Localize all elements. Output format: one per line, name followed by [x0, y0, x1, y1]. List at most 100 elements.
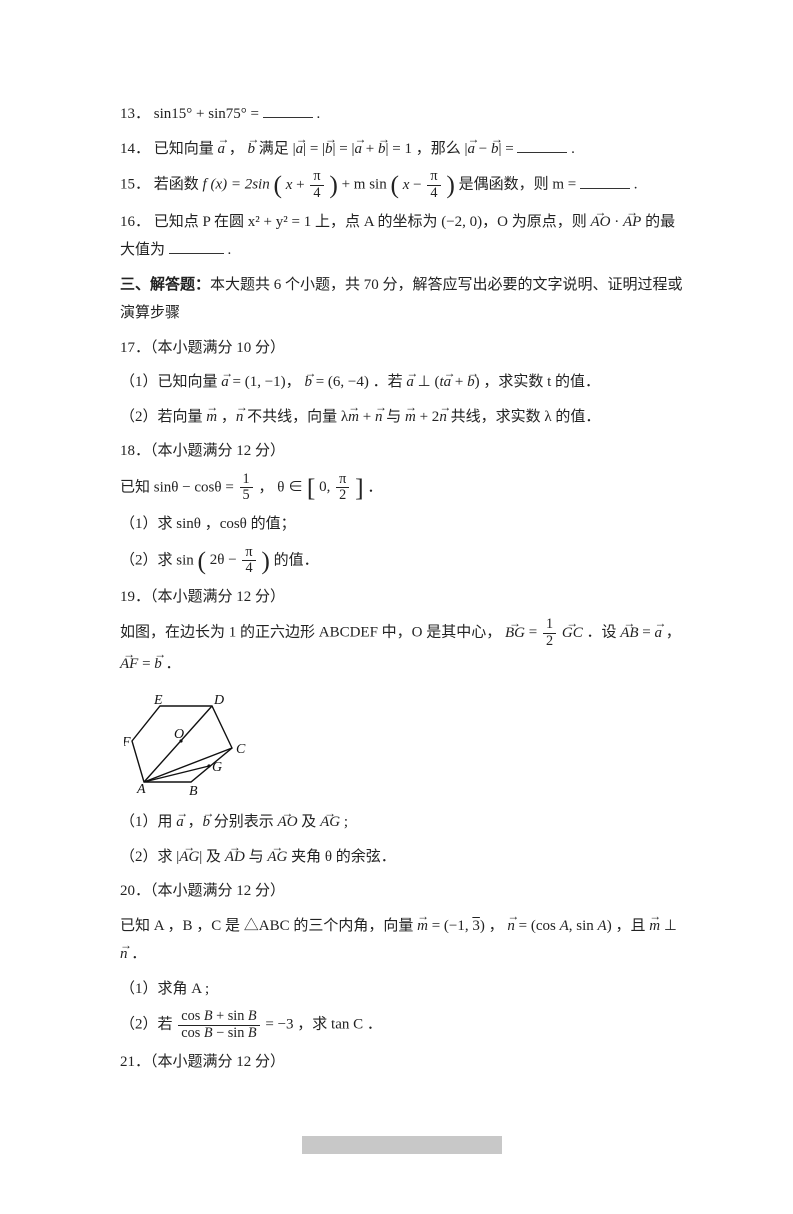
q20-body-d: ．	[131, 946, 146, 962]
q19-body-a: 如图，在边长为 1 的正六边形 ABCDEF 中，O 是其中心，	[120, 625, 501, 641]
vec-bg: BG	[505, 619, 525, 648]
q18-interval: 0, π2	[319, 479, 351, 495]
q18-pre: 已知 sinθ − cosθ =	[120, 479, 238, 495]
vec-b: b	[248, 135, 256, 164]
q19-sub2: （2）求 |AG| 及 AD 与 AG 夹角 θ 的余弦．	[120, 843, 683, 872]
question-15: 15． 若函数 f (x) = 2sin ( x + π4 ) + m sin …	[120, 169, 683, 201]
q15-arg2: x − π4	[403, 177, 443, 193]
q14-blank[interactable]	[517, 137, 567, 153]
q19-s1d: ;	[344, 814, 348, 830]
q19-s2a: （2）求	[120, 849, 176, 865]
q19-body-d: ．	[166, 656, 181, 672]
q17-sub1: （1）已知向量 a = (1, −1)， b = (6, −4) ．若 a ⊥ …	[120, 368, 683, 397]
q18-s2a: （2）求 sin	[120, 552, 194, 568]
q18-pts: （本小题满分 12 分）	[150, 443, 285, 459]
q19-body: 如图，在边长为 1 的正六边形 ABCDEF 中，O 是其中心， BG = 12…	[120, 617, 683, 678]
q13-expr: sin15° + sin75° =	[154, 106, 259, 122]
lparen-icon: (	[273, 170, 282, 199]
vec-gc: GC	[562, 619, 583, 648]
q19-s2c: 与	[249, 849, 268, 865]
frac-cossin: cos B + sin B cos B − sin B	[178, 1009, 259, 1041]
q17-s2a: （2）若向量	[120, 409, 206, 425]
lparen-icon: (	[198, 545, 207, 574]
vec-n: n	[236, 403, 244, 432]
vec-ao: AO	[278, 808, 298, 837]
q19-s1b: 分别表示	[214, 814, 278, 830]
q18-s1: （1）求 sinθ ，cosθ 的值；	[120, 516, 296, 532]
q14-eq: |a| = |b| = |a + b| = 1	[293, 141, 416, 157]
q13-blank[interactable]	[263, 102, 313, 118]
q20-s2b: = −3 ，求 tan C ．	[265, 1017, 382, 1033]
q20-body-c: ，且	[615, 918, 649, 934]
hex-label-d: D	[213, 693, 224, 708]
question-21: 21．（本小题满分 12 分）	[120, 1048, 683, 1077]
q18-sub2: （2）求 sin ( 2θ − π4 ) 的值．	[120, 545, 683, 577]
hex-label-g: G	[212, 760, 222, 775]
q19-s2b: 及	[206, 849, 225, 865]
vec-a: a	[406, 368, 414, 397]
q15-b: 是偶函数，则 m =	[459, 177, 577, 193]
q19-s2d: 夹角 θ 的余弦．	[291, 849, 396, 865]
q15-blank[interactable]	[580, 173, 630, 189]
q15-tail: .	[634, 177, 638, 193]
q18-given: 已知 sinθ − cosθ = 15 ， θ ∈ [ 0, π2 ] ．	[120, 472, 683, 504]
question-16: 16． 已知点 P 在圆 x² + y² = 1 上，点 A 的坐标为 (−2,…	[120, 208, 683, 265]
q14-c: 满足	[259, 141, 289, 157]
q20-pts: （本小题满分 12 分）	[150, 883, 285, 899]
q15-plus: + m sin	[342, 177, 387, 193]
q17-pts: （本小题满分 10 分）	[150, 340, 285, 356]
hex-label-b: B	[189, 784, 198, 798]
q14-b: ，	[229, 141, 244, 157]
q16-a: 已知点 P 在圆 x² + y² = 1 上，点 A 的坐标为 (−2, 0)，…	[154, 214, 591, 230]
hex-label-c: C	[236, 742, 246, 757]
q17-s1a: （1）已知向量	[120, 374, 221, 390]
q13-num: 13．	[120, 106, 150, 122]
vec-ad: AD	[225, 843, 245, 872]
q15-num: 15．	[120, 177, 150, 193]
q19-num: 19．	[120, 589, 150, 605]
q18-tail: ．	[367, 479, 382, 495]
vec-a: a	[221, 368, 229, 397]
vec-ab: AB	[620, 619, 638, 648]
hex-label-f: F	[124, 735, 131, 750]
q19-s1a: （1）用	[120, 814, 176, 830]
q17-s2c: 与	[386, 409, 405, 425]
question-13: 13． sin15° + sin75° = .	[120, 100, 683, 129]
q16-blank[interactable]	[169, 238, 224, 254]
q18-arg: 2θ − π4	[210, 552, 258, 568]
q18-s2b: 的值．	[274, 552, 319, 568]
vec-b: b	[304, 368, 312, 397]
q17-s1b: ．若	[373, 374, 407, 390]
q20-body: 已知 A ，B ，C 是 △ABC 的三个内角，向量 m = (−1, 3) ，…	[120, 912, 683, 969]
q16-tail: .	[228, 242, 232, 258]
q18-range: θ ∈	[277, 479, 303, 495]
frac-1-5: 15	[240, 472, 253, 504]
q18-num: 18．	[120, 443, 150, 459]
q16-num: 16．	[120, 214, 150, 230]
q20-s1: （1）求角 A ;	[120, 981, 209, 997]
q20-s2a: （2）若	[120, 1017, 176, 1033]
q14-d: ，那么	[416, 141, 461, 157]
q19-pts: （本小题满分 12 分）	[150, 589, 285, 605]
q21-pts: （本小题满分 12 分）	[150, 1054, 285, 1070]
vec-a: a	[218, 135, 226, 164]
q14-a: 已知向量	[154, 141, 214, 157]
q14-num: 14．	[120, 141, 150, 157]
q19-s1c: 及	[301, 814, 320, 830]
section-3-header: 三、解答题：本大题共 6 个小题，共 70 分，解答应写出必要的文字说明、证明过…	[120, 271, 683, 328]
q20-num: 20．	[120, 883, 150, 899]
vec-ap: AP	[623, 208, 641, 237]
q19-body-c: ，	[666, 625, 681, 641]
vec-m: m	[206, 403, 217, 432]
hex-label-a: A	[136, 782, 146, 797]
q13-tail: .	[316, 106, 320, 122]
vec-ag: AG	[320, 808, 340, 837]
lbracket-icon: [	[307, 472, 316, 501]
lparen-icon: (	[390, 170, 399, 199]
vec-af: AF	[120, 650, 138, 679]
q20-body-a: 已知 A ，B ，C 是 △ABC 的三个内角，向量	[120, 918, 417, 934]
rparen-icon: )	[446, 170, 455, 199]
q15-a: 若函数	[154, 177, 199, 193]
hex-label-e: E	[153, 693, 163, 708]
q17-s2d: 共线，求实数 λ 的值．	[451, 409, 601, 425]
